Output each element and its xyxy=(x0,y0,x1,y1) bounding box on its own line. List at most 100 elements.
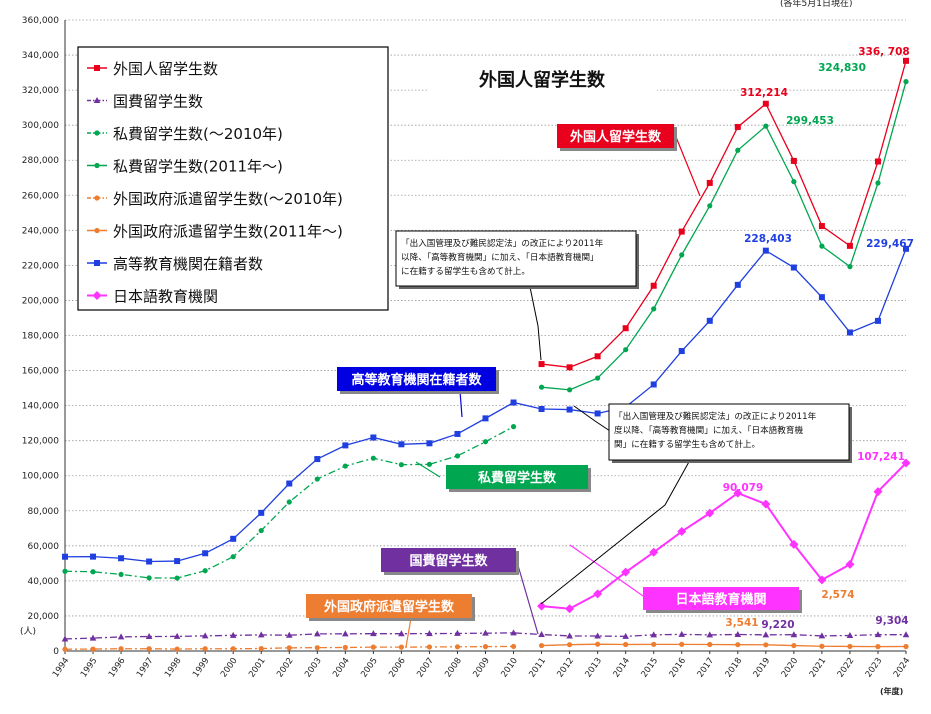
series-line xyxy=(541,81,907,391)
data-point xyxy=(678,630,686,637)
callout-leader xyxy=(459,390,463,418)
x-tick-label: 1995 xyxy=(79,656,100,679)
data-point xyxy=(623,347,629,353)
y-tick-label: 40,000 xyxy=(28,577,60,587)
data-point xyxy=(342,644,348,651)
notes: 「出入国管理及び難民認定法」の改正により2011年以降、「高等教育機関」に加え、… xyxy=(395,230,852,605)
data-point xyxy=(537,601,547,611)
data-point xyxy=(707,203,713,209)
data-point xyxy=(594,353,601,360)
y-tick-label: 240,000 xyxy=(22,226,59,236)
x-tick-label: 2014 xyxy=(612,656,633,679)
series-line xyxy=(541,643,907,648)
x-tick-label: 2007 xyxy=(415,656,436,679)
series-4 xyxy=(62,643,517,652)
x-tick-label: 2024 xyxy=(892,656,913,679)
data-point xyxy=(903,245,909,252)
x-tick-label: 2022 xyxy=(836,656,857,679)
data-point xyxy=(426,630,433,637)
data-point xyxy=(790,631,798,638)
data-point xyxy=(202,568,208,574)
y-tick-label: 80,000 xyxy=(28,507,60,517)
callout-label: 外国人留学生数 xyxy=(569,129,662,145)
y-tick-label: 120,000 xyxy=(22,437,59,447)
data-point xyxy=(567,387,573,393)
y-tick-label: 180,000 xyxy=(22,332,59,342)
series-6 xyxy=(62,245,909,565)
data-point xyxy=(118,646,124,652)
title-bg xyxy=(427,60,657,98)
x-tick-label: 2006 xyxy=(387,656,408,679)
data-point xyxy=(286,645,292,651)
data-label: 90,079 xyxy=(723,482,764,494)
data-point xyxy=(734,630,742,637)
callout-leader xyxy=(516,561,539,635)
note-leader xyxy=(529,286,542,361)
data-label: 312,214 xyxy=(740,87,788,99)
data-label: 9,220 xyxy=(761,619,794,631)
y-tick-label: 300,000 xyxy=(22,121,59,131)
y-tick-label: 320,000 xyxy=(22,86,59,96)
legend-label: 私費留学生数(2011年～) xyxy=(113,158,283,176)
data-point xyxy=(370,455,376,461)
y-axis-label: (人) xyxy=(20,626,36,637)
data-point xyxy=(230,535,237,542)
data-point xyxy=(258,645,264,652)
data-point xyxy=(454,453,461,459)
series-5 xyxy=(538,641,909,650)
x-tick-label: 1996 xyxy=(107,656,128,679)
legend-marker xyxy=(92,291,102,300)
data-point xyxy=(650,282,657,289)
data-point xyxy=(734,123,741,130)
data-point xyxy=(846,242,853,249)
y-tick-label: 260,000 xyxy=(22,191,59,201)
data-point xyxy=(762,631,770,638)
y-tick-label: 20,000 xyxy=(28,612,60,622)
series-line xyxy=(541,60,907,368)
data-point xyxy=(734,281,741,288)
callout-label: 外国政府派遣留学生数 xyxy=(323,599,455,615)
data-point xyxy=(903,79,909,85)
y-tick-label: 200,000 xyxy=(22,296,59,306)
x-tick-label: 2012 xyxy=(555,656,576,679)
data-point xyxy=(454,629,461,636)
note-box xyxy=(395,230,637,287)
legend-marker xyxy=(93,97,101,103)
x-tick-label: 2008 xyxy=(443,656,464,679)
data-point xyxy=(89,634,97,641)
data-point xyxy=(735,147,741,153)
data-point xyxy=(706,317,713,324)
data-point xyxy=(622,632,629,639)
data-point xyxy=(174,646,180,652)
note-text: 「出入国管理及び難民認定法」の改正により2011年 xyxy=(614,410,817,422)
callout-box xyxy=(557,124,674,148)
note-leader xyxy=(540,459,691,605)
legend-label: 外国政府派遣留学生数(2011年～) xyxy=(113,223,343,241)
callout-leader xyxy=(675,136,701,197)
x-tick-label: 1998 xyxy=(163,656,184,679)
data-point xyxy=(847,643,853,650)
x-tick-label: 2017 xyxy=(696,656,717,679)
data-point xyxy=(651,306,657,312)
data-point xyxy=(874,631,882,638)
data-point xyxy=(679,252,685,258)
data-point xyxy=(510,399,517,406)
data-point xyxy=(146,646,152,652)
data-point xyxy=(342,463,348,469)
data-point xyxy=(454,430,461,437)
legend-label: 外国人留学生数 xyxy=(113,60,218,78)
data-point xyxy=(706,179,713,186)
data-point xyxy=(454,644,461,650)
y-tick-label: 0 xyxy=(53,647,59,657)
data-point xyxy=(594,410,601,417)
data-labels: 336, 708 312,214 324,830 299,453 228,403 229,… xyxy=(723,46,914,631)
data-point xyxy=(510,424,517,430)
x-tick-label: 2005 xyxy=(359,656,380,679)
data-point xyxy=(818,632,826,639)
data-point xyxy=(62,568,68,574)
series-2 xyxy=(62,424,517,581)
y-tick-label: 100,000 xyxy=(22,472,59,482)
data-point xyxy=(819,643,825,649)
